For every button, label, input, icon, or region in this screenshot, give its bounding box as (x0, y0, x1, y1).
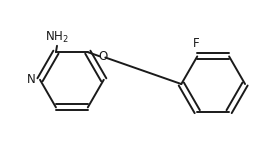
Text: NH$_2$: NH$_2$ (45, 30, 69, 45)
Text: F: F (193, 37, 199, 50)
Text: O: O (98, 50, 107, 63)
Text: N: N (27, 73, 36, 86)
